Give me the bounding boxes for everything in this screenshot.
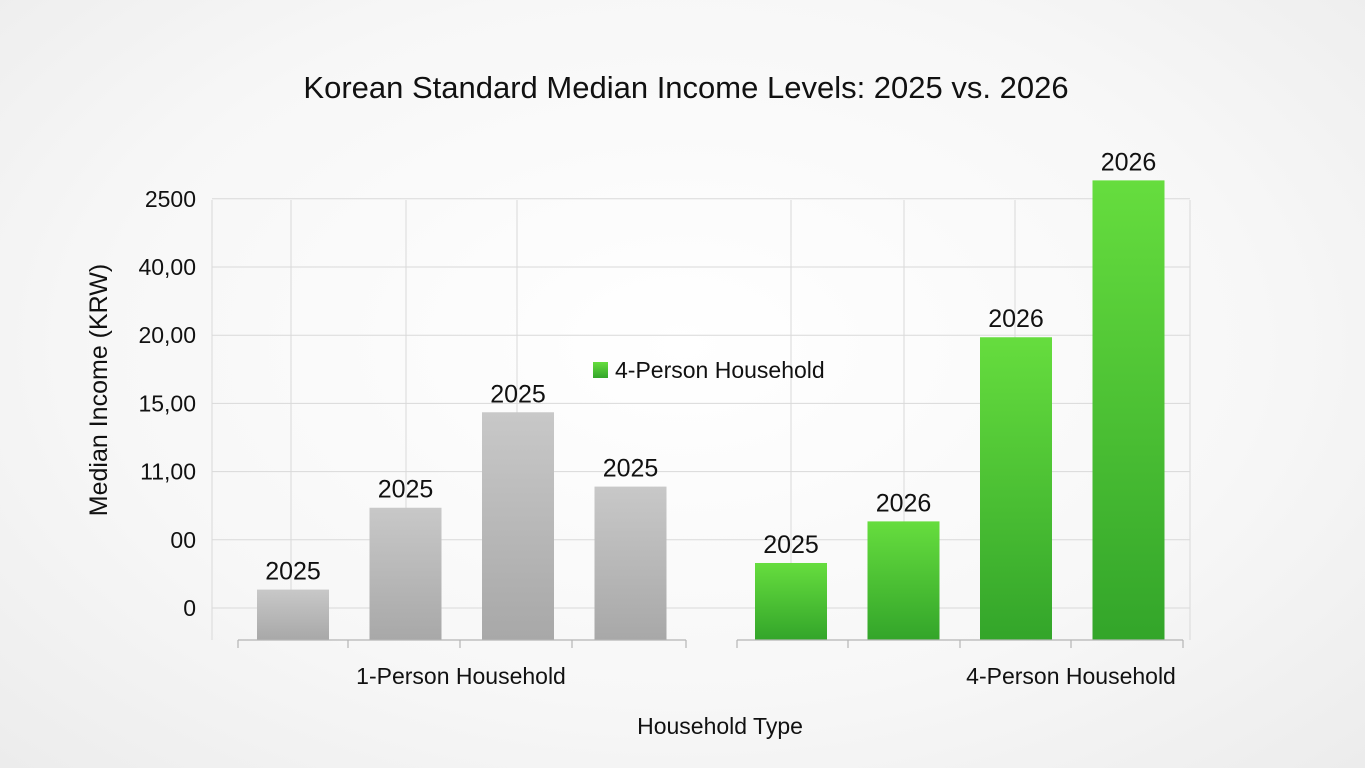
data-label: 2025 [603,455,659,483]
x-axis [237,639,1184,648]
y-tick-label: 15,00 [138,390,196,416]
y-tick-label: 00 [170,527,196,553]
y-tick-label: 20,00 [138,322,196,348]
y-axis-label: Median Income (KRW) [85,264,113,516]
y-tick-label: 2500 [145,186,196,212]
data-label: 2025 [265,558,321,586]
category-label-4-person: 4-Person Household [966,663,1176,689]
bar-4-person-4 [1092,180,1165,641]
legend: 4-Person Household [593,357,825,383]
data-label: 2026 [1101,148,1157,176]
chart-title: Korean Standard Median Income Levels: 20… [303,70,1068,105]
legend-label: 4-Person Household [615,357,825,383]
bar-1-person-4 [594,486,667,640]
bars: 2025 2025 2025 2025 2025 2026 2026 2026 [257,148,1165,641]
legend-swatch [593,362,608,378]
bar-1-person-3 [482,412,554,640]
bar-4-person-2 [867,521,940,640]
y-tick-label: 40,00 [138,254,196,280]
data-label: 2026 [876,489,932,517]
data-label: 2025 [763,531,819,559]
data-label: 2025 [490,380,546,408]
y-tick-label: 0 [183,595,196,621]
bar-4-person-1 [755,562,827,640]
bar-1-person-2 [369,507,442,640]
bar-4-person-3 [980,337,1052,640]
y-tick-label: 11,00 [140,459,196,485]
category-label-1-person: 1-Person Household [356,663,566,689]
bar-1-person-1 [257,589,329,640]
data-label: 2025 [378,476,434,504]
data-label: 2026 [988,305,1044,333]
x-axis-label: Household Type [637,713,803,739]
